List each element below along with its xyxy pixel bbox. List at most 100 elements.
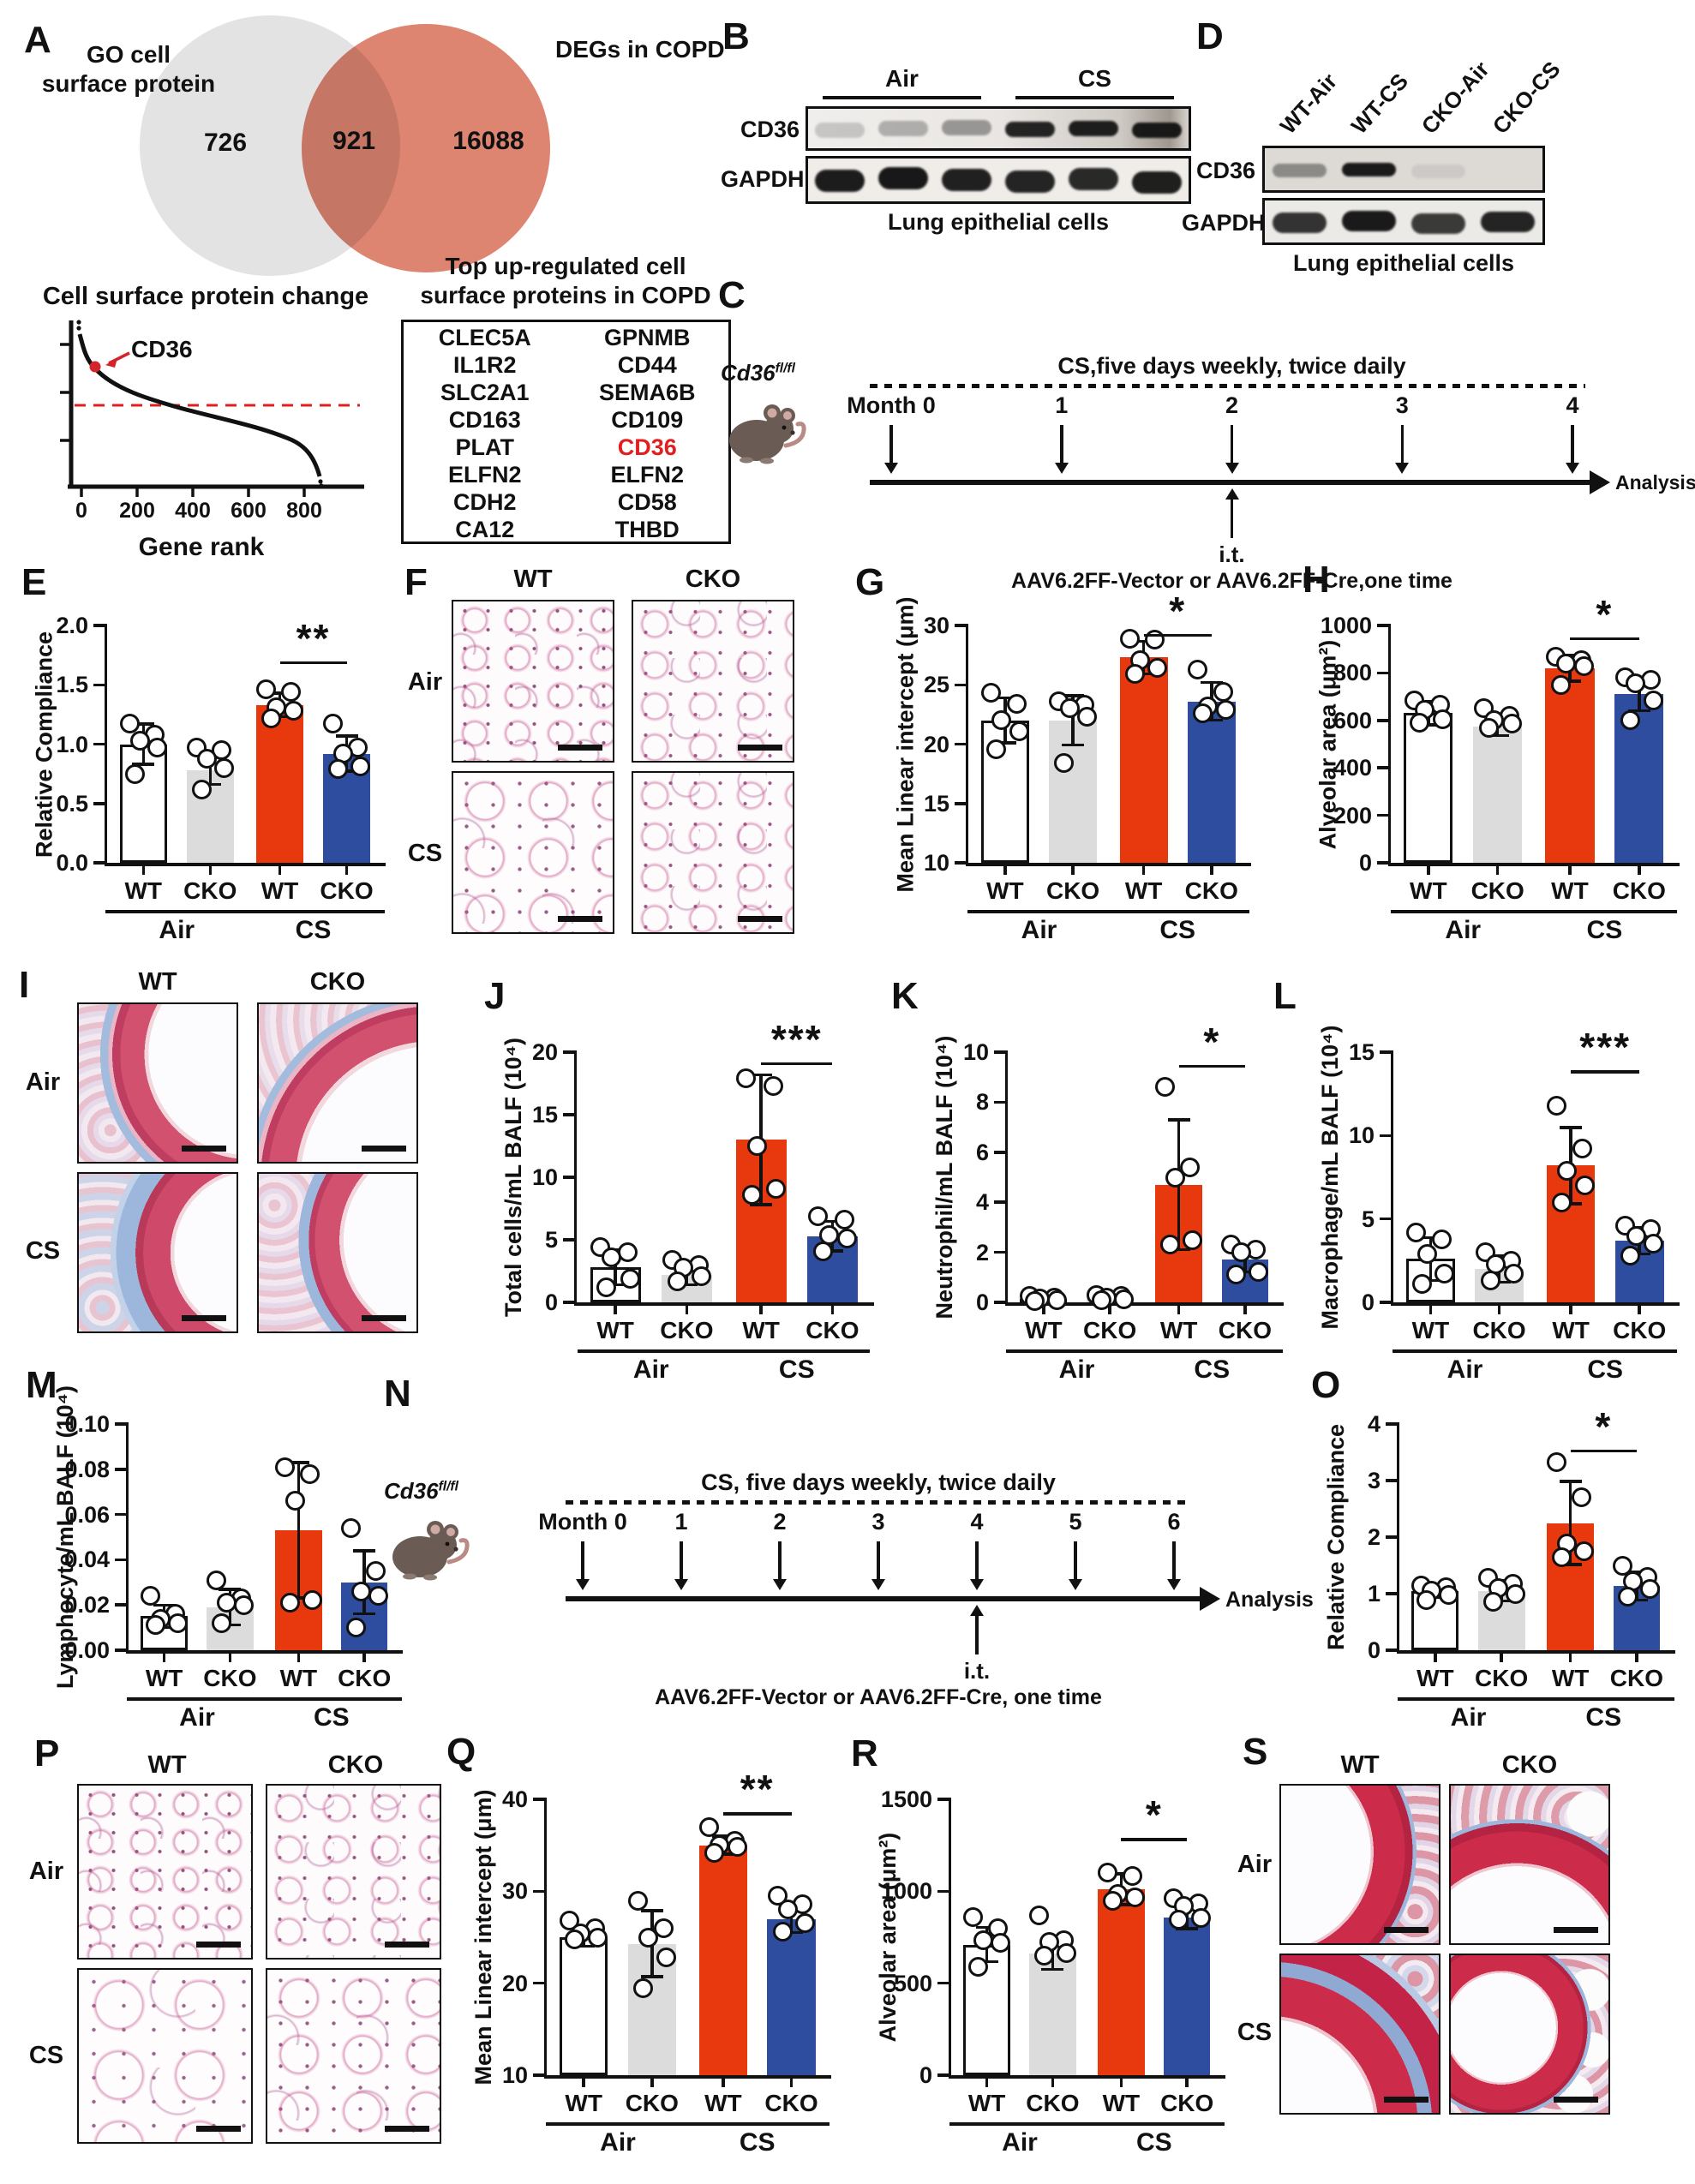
protein-band <box>815 170 865 192</box>
error-cap <box>132 722 155 726</box>
data-point <box>129 730 150 751</box>
micrograph-f-air-wt <box>452 600 614 763</box>
timeline-line <box>870 480 1590 485</box>
y-tick-label: 15 <box>923 790 949 817</box>
x-tick <box>1568 1653 1572 1662</box>
y-tick-label: 0.06 <box>64 1501 110 1528</box>
y-tick-label: 0.10 <box>64 1411 110 1437</box>
table-title-line2: surface proteins in COPD <box>420 282 711 308</box>
y-tick-label: 30 <box>923 613 949 638</box>
data-point <box>1160 1235 1181 1255</box>
data-point <box>1009 721 1029 741</box>
error-cap <box>132 763 155 766</box>
month-label: 4 <box>1566 392 1579 418</box>
month-arrow-shaft <box>1571 425 1574 464</box>
data-point <box>1226 1265 1247 1285</box>
sig-stars: * <box>1145 1792 1163 1838</box>
group-label: CS <box>1135 2128 1172 2157</box>
bar-cs-wt <box>255 704 304 863</box>
scale-bar <box>196 2126 241 2132</box>
y-tick <box>937 1798 949 1801</box>
y-tick <box>563 1113 574 1116</box>
error-cap <box>993 696 1016 700</box>
data-point <box>1572 1487 1592 1508</box>
blot-d-lane-label: WT-Air <box>1274 68 1343 139</box>
x-cat-label: WT <box>596 1317 634 1343</box>
x-tick <box>614 1305 617 1314</box>
y-tick <box>115 1603 126 1607</box>
histology-i-col-wt: WT <box>138 968 177 996</box>
group-label: Air <box>600 2128 636 2157</box>
data-point <box>368 1586 388 1607</box>
data-point <box>704 1842 725 1863</box>
y-axis-title: Neutrophil/mL BALF (10⁴) <box>931 1035 957 1319</box>
x-tick <box>722 2078 725 2087</box>
x-tick <box>1051 2078 1055 2087</box>
x-axis <box>125 1650 403 1654</box>
x-tick <box>1638 1305 1641 1314</box>
gene-name: CD44 <box>617 352 677 378</box>
gene-table-box: CLEC5A IL1R2 SLC2A1 CD163 PLAT ELFN2 CDH2 CA12 … <box>401 320 731 544</box>
chart-lymphocyte-balf: 0.00 0.02 0.04 0.06 0.08 0.10 Lymphocyte/mL BA… <box>33 1381 411 1743</box>
sig-stars: * <box>1595 1403 1613 1449</box>
histology-s-col-cko: CKO <box>1501 1751 1558 1779</box>
blot-d-lane-label: CKO-CS <box>1487 56 1566 139</box>
x-tick <box>985 2078 989 2087</box>
month-label: Month 0 <box>847 392 936 418</box>
data-point <box>1054 753 1075 774</box>
group-label: Air <box>179 1703 215 1732</box>
panel-letter-p: P <box>34 1732 60 1774</box>
month-arrow-shaft <box>1060 425 1063 464</box>
y-tick <box>93 861 105 865</box>
gene-table-col2: GPNMB CD44 SEMA6B CD109 CD36 ELFN2 CD58 THBD <box>566 322 729 542</box>
panel-letter-m: M <box>26 1364 57 1406</box>
analysis-label: Analysis <box>1225 1588 1314 1612</box>
month-arrow-shaft <box>680 1541 683 1581</box>
group-label: CS <box>1586 916 1623 944</box>
x-tick <box>1428 1305 1433 1314</box>
x-cat-label: CKO <box>1160 2090 1214 2116</box>
micrograph-f-air-cko <box>632 600 794 763</box>
data-point <box>1620 1245 1641 1266</box>
data-point <box>668 1271 688 1291</box>
y-tick-label: 4 <box>975 1189 989 1216</box>
y-tick-label: 5 <box>544 1227 558 1253</box>
y-tick <box>533 1981 544 1985</box>
y-tick <box>115 1422 126 1426</box>
gene-name: SEMA6B <box>598 380 696 405</box>
y-tick-label: 25 <box>923 672 949 698</box>
group-underline <box>967 910 1111 913</box>
mouse-genotype-label: Cd36fl/fl <box>384 1478 458 1504</box>
x-tick <box>685 1305 689 1314</box>
venn-right-circle <box>302 24 550 272</box>
y-axis <box>1004 1050 1008 1304</box>
y-tick <box>563 1050 574 1054</box>
group-underline <box>685 2122 830 2126</box>
x-cat-label: CKO <box>1613 1317 1667 1343</box>
data-point <box>1626 673 1646 694</box>
error-cap <box>675 1283 698 1287</box>
data-point <box>692 1266 712 1286</box>
bar-cs-wt <box>698 1845 748 2075</box>
y-tick <box>1386 1648 1397 1652</box>
histology-f: WT CKO Air CS <box>403 559 848 953</box>
data-point <box>1249 1262 1269 1283</box>
y-tick-label: 1000 <box>880 1878 932 1905</box>
sig-line <box>1143 633 1212 637</box>
y-tick-label: 1.0 <box>56 731 88 757</box>
x-tick <box>582 2078 585 2087</box>
group-label: CS <box>313 1703 350 1732</box>
x-cat-label: CKO <box>320 877 374 904</box>
data-point <box>365 1561 386 1582</box>
x-cat-label: WT <box>145 1665 183 1691</box>
y-tick-label: 0.5 <box>56 790 88 817</box>
data-point <box>1098 1863 1118 1883</box>
y-axis <box>573 1050 577 1304</box>
group-underline <box>1393 1349 1537 1353</box>
data-point <box>1618 1586 1638 1607</box>
rank-xlabel: Gene rank <box>138 533 265 561</box>
y-tick-label: 0 <box>919 2062 932 2088</box>
panel-letter-k: K <box>891 975 919 1017</box>
data-point <box>1213 682 1233 703</box>
chart-relative-compliance-4mo: 0.0 0.5 1.0 1.5 2.0 Relative Compliance WT CKO W… <box>26 583 394 955</box>
